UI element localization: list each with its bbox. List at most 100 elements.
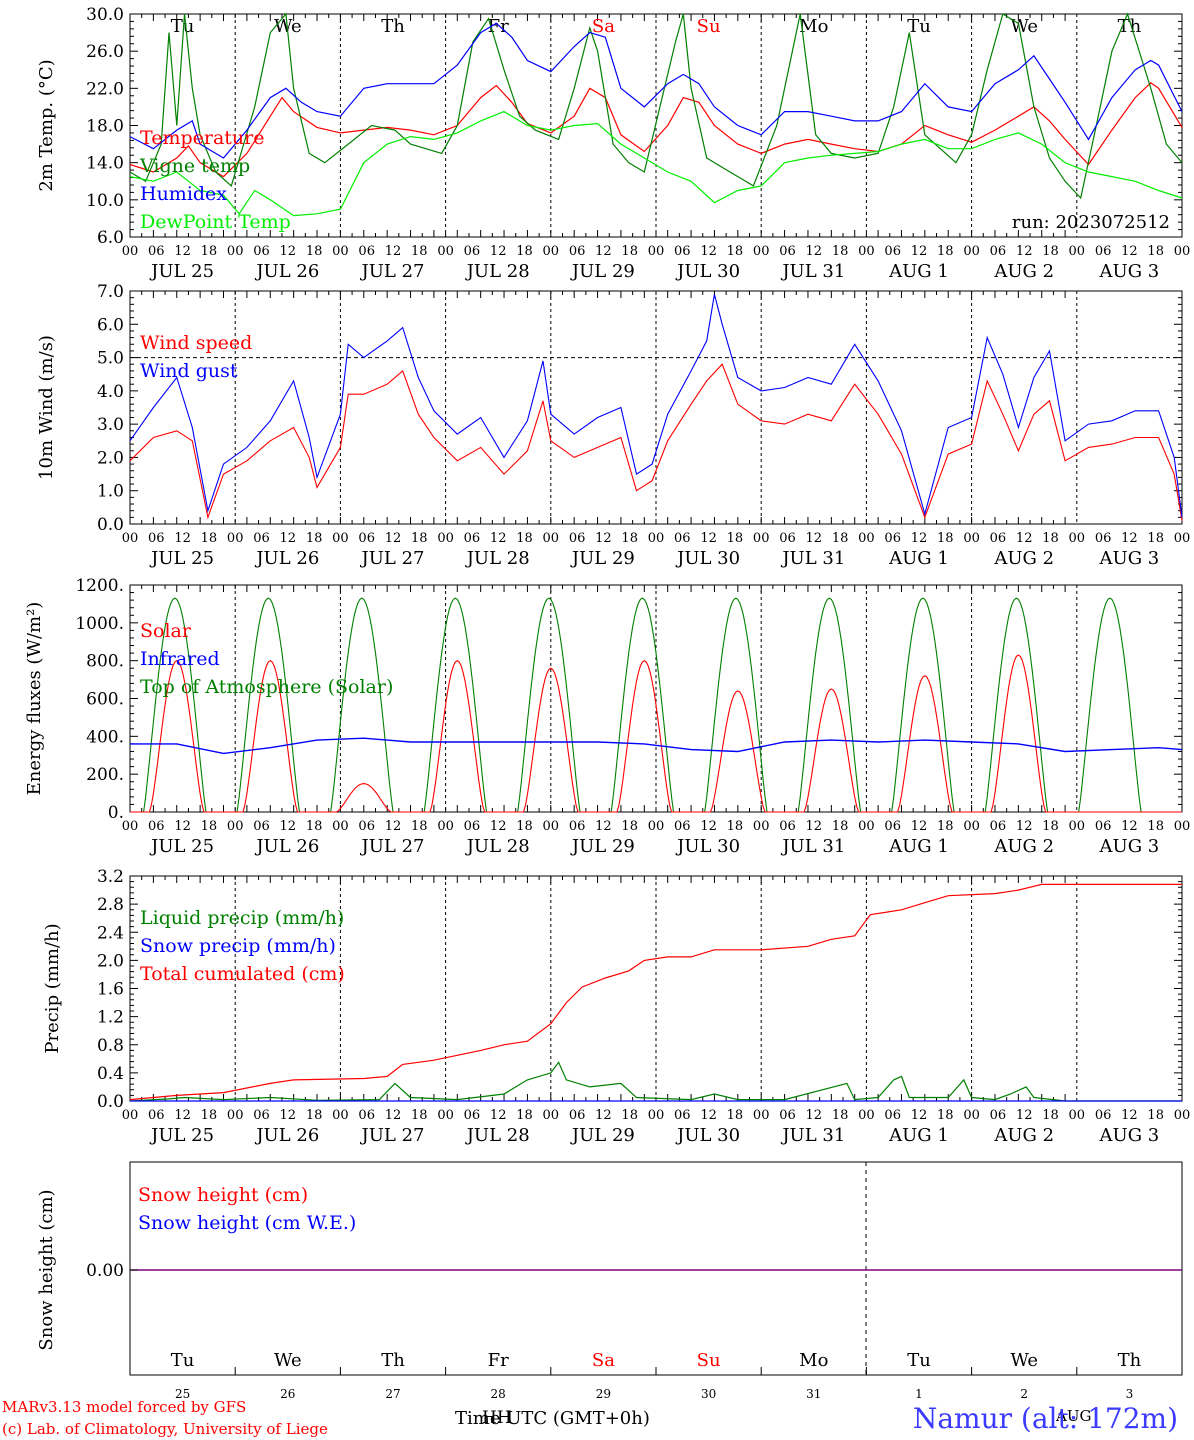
legend-entry: Wind gust <box>140 360 238 382</box>
day-number-label: 31 <box>806 1387 821 1401</box>
hour-tick-label: 06 <box>253 244 270 259</box>
hour-tick-label: 00 <box>332 531 349 546</box>
hour-tick-label: 00 <box>1174 531 1191 546</box>
hour-tick-label: 06 <box>464 244 481 259</box>
weekday-label: Th <box>381 16 405 37</box>
legend-entry: Solar <box>140 620 192 642</box>
date-label: AUG 1 <box>888 1125 949 1146</box>
series-line-humidex <box>129 22 1183 159</box>
day-number-label: 28 <box>491 1387 506 1401</box>
date-label: AUG 2 <box>993 836 1054 857</box>
hour-tick-label: 18 <box>832 244 849 259</box>
hour-tick-label: 18 <box>1147 531 1164 546</box>
day-number-label: 30 <box>701 1387 716 1401</box>
hour-tick-label: 06 <box>569 1108 586 1123</box>
hour-tick-label: 00 <box>648 244 665 259</box>
series-line-temperature <box>129 82 1183 178</box>
hour-tick-label: 00 <box>227 244 244 259</box>
day-number-label: 25 <box>175 1387 190 1401</box>
hour-tick-label: 06 <box>148 531 165 546</box>
hour-tick-label: 00 <box>332 819 349 834</box>
y-tick-label: 2.4 <box>97 923 124 943</box>
temperature-panel: 00 06 12 18 00 06 12 18 00 06 12 18 00 06 12 18 00 06 12 18… <box>36 5 1190 282</box>
x-axis-label: Time UTC (GMT+0h) <box>455 1408 650 1429</box>
y-tick-label: 3.0 <box>97 415 124 435</box>
hour-tick-label: 18 <box>937 531 954 546</box>
credit-line-2: (c) Lab. of Climatology, University of L… <box>2 1420 328 1438</box>
legend-entry: Humidex <box>140 183 227 205</box>
hour-tick-label: 12 <box>174 819 191 834</box>
hour-tick-label: 06 <box>990 244 1007 259</box>
hour-tick-label: 18 <box>516 1108 533 1123</box>
date-label: AUG 3 <box>1099 1125 1160 1146</box>
hour-tick-label: 00 <box>543 531 560 546</box>
hour-tick-label: 00 <box>963 531 980 546</box>
hour-tick-label: 18 <box>306 531 323 546</box>
hour-tick-label: 18 <box>411 1108 428 1123</box>
hour-tick-label: 00 <box>858 531 875 546</box>
hour-tick-label: 06 <box>464 531 481 546</box>
hour-tick-label: 18 <box>411 819 428 834</box>
hour-tick-label: 18 <box>1042 819 1059 834</box>
hour-tick-label: 12 <box>1016 531 1033 546</box>
hour-tick-label: 00 <box>1174 819 1191 834</box>
weekday-label: Th <box>1118 1350 1142 1371</box>
hour-tick-label: 00 <box>437 819 454 834</box>
hour-tick-label: 00 <box>122 819 139 834</box>
date-label: AUG 2 <box>993 548 1054 569</box>
hour-tick-label: 00 <box>122 244 139 259</box>
hour-tick-label: 00 <box>437 244 454 259</box>
hour-tick-label: 06 <box>358 244 375 259</box>
hour-tick-label: 12 <box>806 244 823 259</box>
hour-tick-label: 12 <box>700 531 717 546</box>
x-axis-overprint-aug: AUG <box>1055 1407 1091 1425</box>
date-label: AUG 2 <box>993 261 1054 282</box>
hour-tick-label: 00 <box>753 819 770 834</box>
hour-tick-label: 18 <box>621 244 638 259</box>
hour-tick-label: 12 <box>280 531 297 546</box>
hour-tick-label: 18 <box>727 819 744 834</box>
weekday-label: Su <box>697 16 721 37</box>
hour-tick-label: 12 <box>911 531 928 546</box>
hour-tick-label: 06 <box>674 819 691 834</box>
y-tick-label: 10.0 <box>86 191 124 211</box>
hour-tick-label: 18 <box>1147 1108 1164 1123</box>
date-label: AUG 3 <box>1099 261 1160 282</box>
y-tick-label: 1.0 <box>97 482 124 502</box>
y-tick-label: 0.00 <box>86 1261 124 1281</box>
date-label: AUG 3 <box>1099 836 1160 857</box>
y-tick-label: 5.0 <box>97 349 124 369</box>
hour-tick-label: 00 <box>1174 244 1191 259</box>
hour-tick-label: 06 <box>990 1108 1007 1123</box>
hour-tick-label: 18 <box>516 819 533 834</box>
date-label: JUL 31 <box>780 1125 845 1146</box>
hour-tick-label: 00 <box>227 531 244 546</box>
hour-tick-label: 18 <box>621 819 638 834</box>
hour-tick-label: 12 <box>1016 244 1033 259</box>
hour-tick-label: 12 <box>280 244 297 259</box>
legend-entry: DewPoint Temp <box>140 211 291 233</box>
legend-entry: Snow height (cm W.E.) <box>138 1212 356 1234</box>
hour-tick-label: 00 <box>753 244 770 259</box>
weekday-label: We <box>274 16 302 37</box>
y-tick-label: 22.0 <box>86 79 124 99</box>
date-label: JUL 28 <box>465 836 530 857</box>
hour-tick-label: 06 <box>148 1108 165 1123</box>
hour-tick-label: 12 <box>174 1108 191 1123</box>
date-label: JUL 26 <box>254 261 319 282</box>
hour-tick-label: 06 <box>1095 531 1112 546</box>
hour-tick-label: 18 <box>201 1108 218 1123</box>
legend-entry: Snow height (cm) <box>138 1184 308 1206</box>
hour-tick-label: 18 <box>727 531 744 546</box>
snow-panel: Tu 25 We 26 Th 27 Fr 28 Sa 29 Su 30 Mo 31 Tu 1 We 2 Th 3 0.0… <box>36 1161 1183 1401</box>
date-label: JUL 30 <box>675 548 740 569</box>
hour-tick-label: 06 <box>569 244 586 259</box>
hour-tick-label: 12 <box>595 531 612 546</box>
date-label: JUL 28 <box>465 548 530 569</box>
hour-tick-label: 18 <box>937 244 954 259</box>
weekday-label: We <box>274 1350 302 1371</box>
y-tick-label: 200. <box>86 765 124 785</box>
date-label: JUL 28 <box>465 1125 530 1146</box>
hour-tick-label: 18 <box>727 244 744 259</box>
weekday-label: Sa <box>592 1350 615 1371</box>
